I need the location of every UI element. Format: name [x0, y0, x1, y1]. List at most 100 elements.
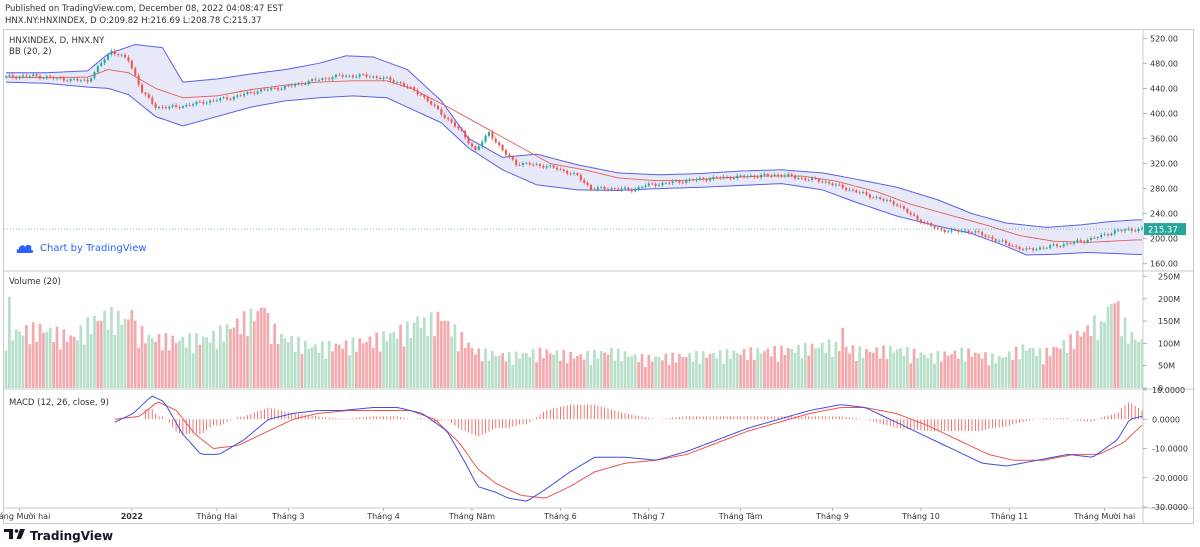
- candle-body: [127, 57, 130, 61]
- candle-body: [987, 236, 990, 238]
- volume-tick-label: 150M: [1158, 317, 1180, 326]
- candle-body: [290, 85, 293, 87]
- price-tick-label: 440.00: [1150, 84, 1178, 93]
- volume-bar: [276, 344, 280, 388]
- candle-body: [518, 164, 521, 166]
- volume-bar: [191, 353, 195, 388]
- candle-body: [501, 145, 504, 151]
- candle-body: [158, 106, 161, 109]
- candle-body: [780, 175, 783, 177]
- candle-body: [49, 76, 52, 78]
- candle-body: [389, 77, 392, 81]
- candle-body: [977, 231, 980, 233]
- candle-body: [440, 109, 443, 115]
- volume-indicator-label[interactable]: Volume (20): [9, 277, 61, 287]
- candle-body: [974, 231, 977, 233]
- volume-bar: [504, 361, 508, 388]
- candle-body: [266, 89, 269, 91]
- chart-by-tradingview-link[interactable]: Chart by TradingView: [16, 242, 147, 254]
- volume-bar: [297, 336, 300, 388]
- volume-bar: [593, 349, 596, 388]
- volume-bar: [280, 333, 283, 388]
- last-price-badge: [1144, 223, 1186, 236]
- candle-body: [851, 189, 854, 191]
- candle-body: [219, 98, 222, 101]
- volume-bar: [644, 367, 647, 388]
- volume-bar: [630, 356, 634, 388]
- candle-body: [1110, 233, 1113, 236]
- candle-body: [175, 105, 178, 107]
- time-axis-label: Tháng 4: [366, 512, 400, 521]
- volume-bar: [790, 349, 794, 388]
- candle-body: [443, 114, 446, 118]
- candle-body: [668, 182, 671, 184]
- candle-body: [841, 184, 844, 188]
- price-tick-label: 320.00: [1150, 160, 1178, 169]
- volume-bar: [72, 336, 76, 388]
- candle-body: [692, 179, 695, 181]
- chart-frame: [3, 29, 1194, 524]
- volume-bar: [1062, 339, 1066, 388]
- time-axis-label: Tháng Mười hai: [0, 511, 50, 521]
- candle-body: [712, 176, 715, 179]
- candle-body: [283, 86, 286, 89]
- volume-bar: [766, 348, 770, 388]
- volume-bar: [538, 347, 542, 388]
- volume-bar: [657, 356, 661, 388]
- candle-body: [538, 164, 542, 167]
- volume-bar: [701, 351, 705, 388]
- macd-indicator-label[interactable]: MACD (12, 26, close, 9): [9, 398, 109, 408]
- candle-body: [270, 87, 273, 90]
- candle-body: [664, 182, 667, 184]
- candle-body: [202, 101, 205, 104]
- tradingview-footer[interactable]: TradingView: [4, 528, 113, 543]
- volume-bar: [314, 344, 317, 388]
- candle-body: [923, 222, 926, 224]
- candle-body: [552, 165, 555, 168]
- volume-bar: [912, 348, 916, 388]
- candle-body: [504, 150, 507, 155]
- price-tick-label: 200.00: [1150, 235, 1178, 244]
- volume-bar: [528, 357, 532, 388]
- volume-bar: [1096, 339, 1100, 388]
- candle-body: [256, 91, 259, 94]
- candle-body: [797, 178, 800, 179]
- volume-bar: [212, 330, 215, 388]
- volume-bar: [1059, 348, 1062, 388]
- candle-body: [307, 81, 310, 85]
- volume-bar: [735, 353, 739, 388]
- candle-body: [246, 92, 249, 94]
- volume-bar: [106, 329, 110, 388]
- bb-fill-area: [6, 44, 1142, 255]
- volume-bar: [633, 354, 637, 388]
- volume-bar: [256, 311, 260, 388]
- candle-body: [647, 183, 650, 186]
- bb-indicator-label[interactable]: BB (20, 2): [9, 47, 52, 57]
- volume-bar: [814, 348, 817, 388]
- candle-body: [964, 230, 967, 232]
- volume-bar: [851, 345, 855, 388]
- volume-bar: [1007, 351, 1011, 388]
- candle-body: [1083, 241, 1086, 243]
- volume-bar: [416, 316, 419, 388]
- volume-bar: [742, 349, 746, 388]
- candle-body: [620, 188, 623, 190]
- volume-bar: [1004, 357, 1008, 388]
- candle-body: [702, 177, 705, 180]
- volume-bar: [708, 353, 712, 388]
- volume-bar: [89, 333, 93, 388]
- candle-body: [600, 186, 603, 188]
- candle-body: [334, 74, 337, 78]
- candle-body: [1123, 229, 1127, 231]
- candle-body: [396, 82, 399, 84]
- candle-body: [277, 88, 280, 90]
- volume-bar: [232, 327, 236, 388]
- volume-bar: [827, 339, 831, 388]
- candle-body: [328, 78, 331, 80]
- candle-body: [872, 197, 875, 199]
- candle-body: [994, 239, 997, 242]
- volume-bar: [123, 319, 127, 388]
- candle-body: [457, 126, 460, 129]
- volume-bar: [497, 355, 501, 388]
